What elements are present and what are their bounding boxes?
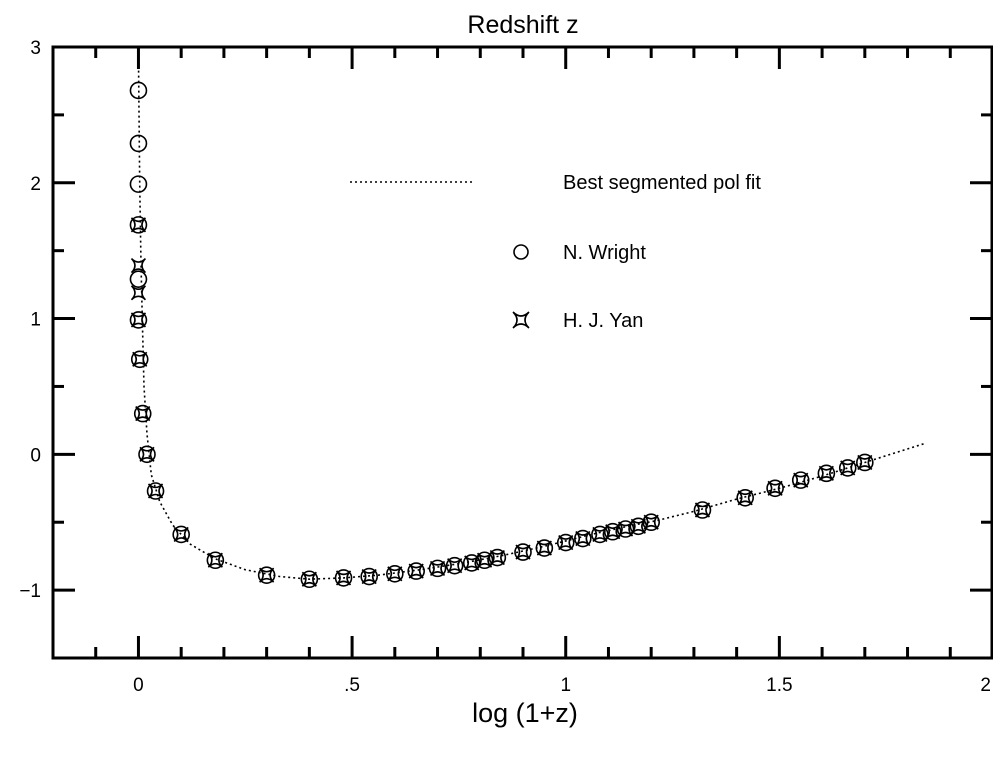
wright-point xyxy=(129,311,148,329)
wright-point xyxy=(445,556,464,575)
wright-point xyxy=(257,566,276,584)
yan-point xyxy=(130,217,147,233)
legend-circle-swatch xyxy=(513,244,529,260)
wright-point xyxy=(129,175,148,193)
wright-point xyxy=(360,567,378,586)
plot-frame xyxy=(51,45,993,660)
wright-point xyxy=(386,565,404,583)
yan-point xyxy=(132,351,148,367)
wright-point xyxy=(693,501,712,519)
yan-point xyxy=(408,563,424,579)
wright-point xyxy=(129,216,148,234)
wright-point xyxy=(133,404,152,423)
yan-point xyxy=(135,406,151,422)
x-tick-label: 1.5 xyxy=(766,675,792,696)
wright-point xyxy=(817,464,836,483)
wright-point xyxy=(556,533,575,552)
y-tick-label: 3 xyxy=(30,38,41,59)
yan-point xyxy=(489,549,505,566)
wright-point xyxy=(172,525,190,544)
x-axis-label: log (1+z) xyxy=(472,698,578,728)
wright-point xyxy=(574,529,592,548)
wright-point xyxy=(514,543,532,561)
fit-line-layer xyxy=(137,60,925,581)
yan-point xyxy=(592,526,608,543)
wright-point xyxy=(129,134,148,153)
chart-title: Redshift z xyxy=(467,11,578,39)
yan-point xyxy=(617,521,634,537)
wright-point xyxy=(206,551,225,570)
y-tick-label: 1 xyxy=(30,310,41,331)
yan-point xyxy=(643,514,659,530)
yan-point xyxy=(207,552,223,568)
wright-point xyxy=(736,488,754,507)
yan-point xyxy=(447,558,463,574)
yan-point xyxy=(575,530,591,547)
yan-point xyxy=(793,472,809,488)
yan-point xyxy=(429,560,446,576)
legend-label-wright: N. Wright xyxy=(563,242,646,264)
wright-point xyxy=(334,569,353,587)
yan-point xyxy=(387,566,403,582)
wright-point xyxy=(428,559,447,578)
wright-point xyxy=(130,350,149,369)
wright-point xyxy=(138,445,156,464)
wright-point xyxy=(838,459,857,477)
legend-label-yan: H. J. Yan xyxy=(563,310,643,332)
yan-point xyxy=(515,544,531,560)
x-tick-label: 2 xyxy=(980,675,991,696)
markers-layer xyxy=(129,81,874,589)
yan-point xyxy=(335,570,352,586)
wright-point xyxy=(407,562,425,580)
yan-point xyxy=(476,552,493,568)
wright-point xyxy=(146,482,165,500)
wright-point xyxy=(129,81,148,100)
y-tick-label: 2 xyxy=(30,174,41,195)
yan-point xyxy=(147,483,164,499)
wright-point xyxy=(129,270,148,288)
yan-point xyxy=(857,454,873,471)
legend-star-swatch xyxy=(512,311,530,329)
yan-point xyxy=(173,526,189,543)
yan-point xyxy=(139,446,155,462)
legend-label-fit: Best segmented pol fit xyxy=(563,172,761,194)
yan-point xyxy=(737,490,753,506)
wright-point xyxy=(535,539,554,557)
yan-point xyxy=(259,567,275,583)
x-tick-label: .5 xyxy=(344,675,360,696)
x-tick-label: 0 xyxy=(133,675,144,696)
yan-point xyxy=(605,524,621,540)
wright-point xyxy=(300,570,319,589)
fit-line xyxy=(137,60,925,581)
wright-point xyxy=(791,471,810,489)
wright-point xyxy=(766,479,784,498)
yan-point xyxy=(840,460,856,476)
axes: 0 .5 1 1.5 2 −1 0 1 2 3 xyxy=(19,38,993,696)
wright-point xyxy=(856,453,874,472)
yan-point xyxy=(536,540,552,556)
yan-point xyxy=(130,312,147,328)
y-tick-label: 0 xyxy=(30,445,41,466)
y-tick-label: −1 xyxy=(19,581,41,602)
legend: Best segmented pol fit N. Wright H. J. Y… xyxy=(350,172,761,332)
yan-point xyxy=(361,568,377,585)
yan-point xyxy=(558,535,574,551)
x-tick-label: 1 xyxy=(560,675,571,696)
